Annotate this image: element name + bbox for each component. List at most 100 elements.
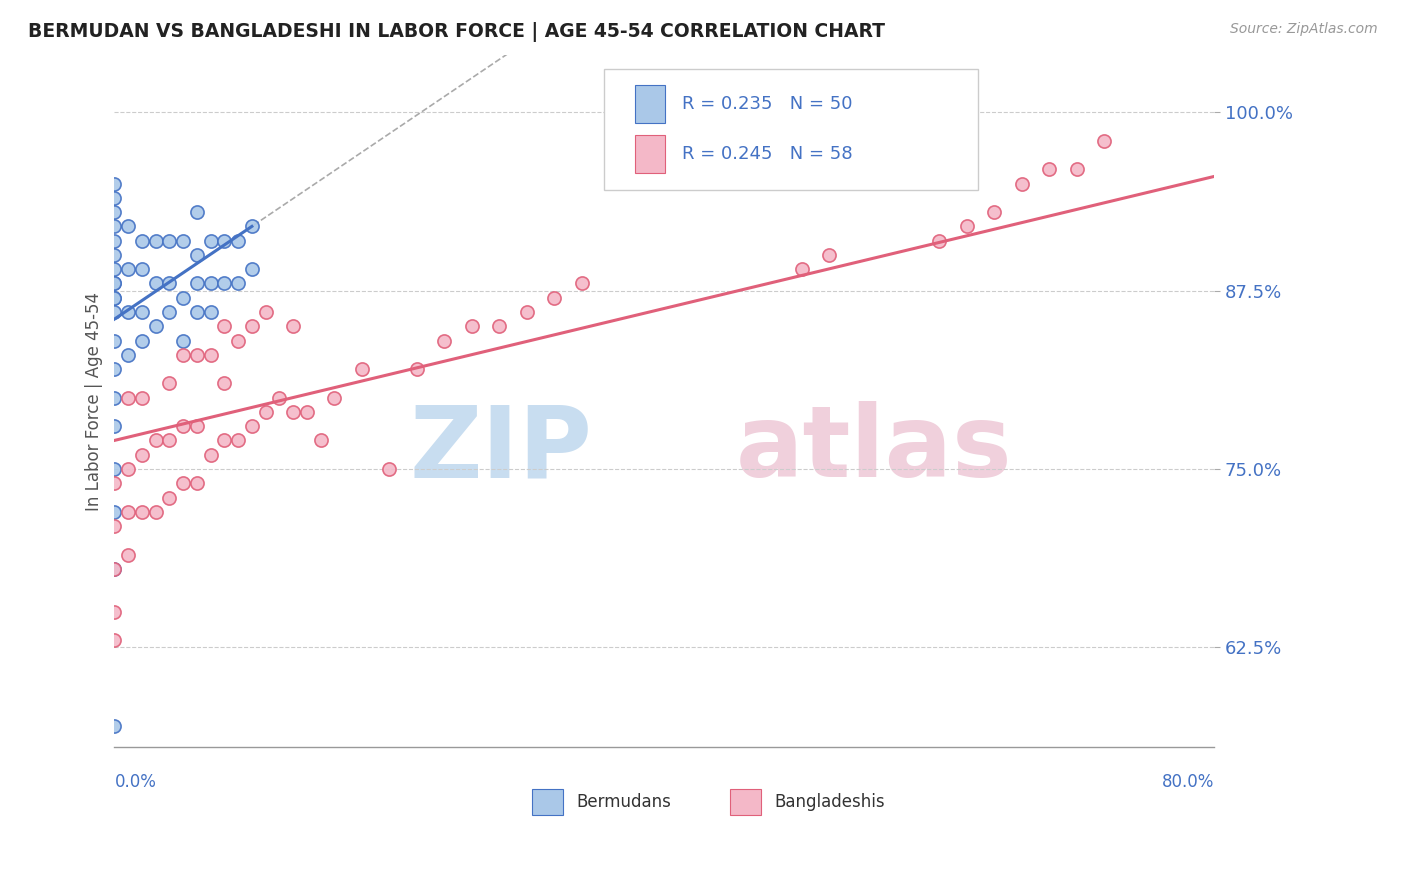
Point [103,248,125,262]
Text: Bermudans: Bermudans [576,793,671,811]
Point [103,191,125,205]
Point [157,305,180,319]
Point [956,219,979,234]
Point [186,476,208,491]
Text: ZIP: ZIP [411,401,593,498]
Point [103,305,125,319]
Point [157,434,180,448]
Point [378,462,401,476]
Point [240,262,263,277]
Point [295,405,318,419]
Point [433,334,456,348]
Point [157,491,180,505]
Point [323,391,346,405]
Point [103,234,125,248]
Point [131,448,153,462]
Point [103,391,125,405]
Point [145,277,167,291]
Point [103,519,125,533]
Point [983,205,1005,219]
Point [186,277,208,291]
Point [226,234,249,248]
Point [350,362,373,376]
Point [145,234,167,248]
Point [103,277,125,291]
Point [103,277,125,291]
Point [131,505,153,519]
Point [103,205,125,219]
Point [131,305,153,319]
Point [200,448,222,462]
Point [226,434,249,448]
Bar [634,85,665,123]
Point [214,434,236,448]
Point [269,391,291,405]
Point [200,234,222,248]
Point [103,291,125,305]
Point [131,334,153,348]
Point [461,319,484,334]
Text: 0.0%: 0.0% [114,773,156,791]
Text: R = 0.245   N = 58: R = 0.245 N = 58 [682,145,852,162]
Point [200,305,222,319]
Point [131,391,153,405]
Point [240,419,263,434]
Point [200,277,222,291]
Point [186,305,208,319]
Point [157,234,180,248]
Point [186,205,208,219]
Point [103,291,125,305]
Point [186,348,208,362]
Point [405,362,427,376]
Point [818,248,841,262]
Point [240,219,263,234]
Text: 80.0%: 80.0% [1161,773,1215,791]
Text: Source: ZipAtlas.com: Source: ZipAtlas.com [1230,22,1378,37]
Point [117,505,139,519]
Point [543,291,565,305]
Point [226,277,249,291]
Point [172,348,194,362]
Point [103,334,125,348]
Point [281,405,304,419]
Point [1066,162,1088,177]
Point [103,219,125,234]
Text: R = 0.235   N = 50: R = 0.235 N = 50 [682,95,852,113]
Point [254,405,277,419]
Point [488,319,510,334]
Point [186,419,208,434]
Bar [634,135,665,173]
Point [226,334,249,348]
Point [103,177,125,191]
Point [214,277,236,291]
Point [103,462,125,476]
Point [145,434,167,448]
Point [117,262,139,277]
Point [172,234,194,248]
Bar [730,789,761,815]
Point [281,319,304,334]
Point [103,262,125,277]
Point [117,219,139,234]
Point [157,277,180,291]
Point [790,262,813,277]
Text: Bangladeshis: Bangladeshis [775,793,884,811]
Point [214,319,236,334]
Point [103,633,125,648]
Point [103,362,125,376]
Point [214,234,236,248]
Point [117,348,139,362]
Point [172,419,194,434]
Text: BERMUDAN VS BANGLADESHI IN LABOR FORCE | AGE 45-54 CORRELATION CHART: BERMUDAN VS BANGLADESHI IN LABOR FORCE |… [28,22,886,42]
Point [103,419,125,434]
Point [516,305,538,319]
Point [145,319,167,334]
FancyBboxPatch shape [603,69,977,190]
Point [571,277,593,291]
Y-axis label: In Labor Force | Age 45-54: In Labor Force | Age 45-54 [86,292,103,511]
Point [240,319,263,334]
Point [172,334,194,348]
Point [103,562,125,576]
Point [117,548,139,562]
Point [1092,134,1115,148]
